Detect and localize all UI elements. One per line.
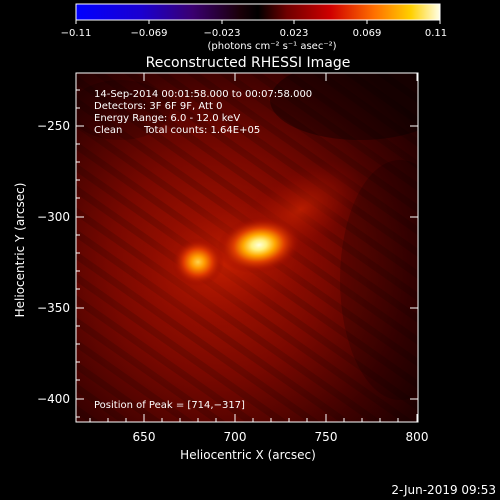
x-tick-label: 700 bbox=[224, 430, 247, 444]
info-total-counts: Total counts: 1.64E+05 bbox=[143, 125, 260, 136]
colorbar-tick-label: 0.023 bbox=[280, 28, 309, 39]
colorbar-units: (photons cm⁻² s⁻¹ asec⁻²) bbox=[207, 41, 336, 52]
colorbar-tick-label: 0.069 bbox=[353, 28, 382, 39]
x-tick-label: 750 bbox=[315, 430, 338, 444]
colorbar-tick-label: −0.11 bbox=[61, 28, 92, 39]
x-axis-label: Heliocentric X (arcsec) bbox=[180, 448, 316, 462]
colorbar-tick-label: 0.11 bbox=[425, 28, 447, 39]
y-axis-label: Heliocentric Y (arcsec) bbox=[13, 183, 27, 318]
y-tick-label: −400 bbox=[37, 392, 70, 406]
rhessi-image bbox=[76, 73, 418, 422]
x-tick-label: 800 bbox=[406, 430, 429, 444]
info-peak-position: Position of Peak = [714,−317] bbox=[94, 400, 245, 411]
plot-frame bbox=[75, 72, 419, 423]
colorbar: −0.11 −0.069 −0.023 0.023 0.069 0.11 (ph… bbox=[61, 3, 447, 52]
colorbar-ticks bbox=[75, 20, 441, 24]
colorbar-tick-label: −0.069 bbox=[130, 28, 167, 39]
y-tick-label: −350 bbox=[37, 301, 70, 315]
x-axis-ticks bbox=[89, 73, 418, 422]
y-tick-label: −250 bbox=[37, 119, 70, 133]
peak-source bbox=[217, 216, 301, 274]
info-time-range: 14-Sep-2014 00:01:58.000 to 00:07:58.000 bbox=[94, 89, 312, 100]
info-detectors: Detectors: 3F 6F 9F, Att 0 bbox=[94, 101, 222, 112]
info-energy-range: Energy Range: 6.0 - 12.0 keV bbox=[94, 113, 240, 124]
info-method: Clean bbox=[94, 125, 122, 136]
colorbar-gradient bbox=[75, 3, 441, 21]
plot-title: Reconstructed RHESSI Image bbox=[146, 55, 351, 71]
footer-date: 2-Jun-2019 09:53 bbox=[391, 483, 496, 497]
x-tick-label: 650 bbox=[133, 430, 156, 444]
secondary-source bbox=[172, 238, 224, 286]
y-axis-ticks bbox=[76, 89, 418, 418]
colorbar-tick-label: −0.023 bbox=[203, 28, 240, 39]
y-tick-label: −300 bbox=[37, 210, 70, 224]
